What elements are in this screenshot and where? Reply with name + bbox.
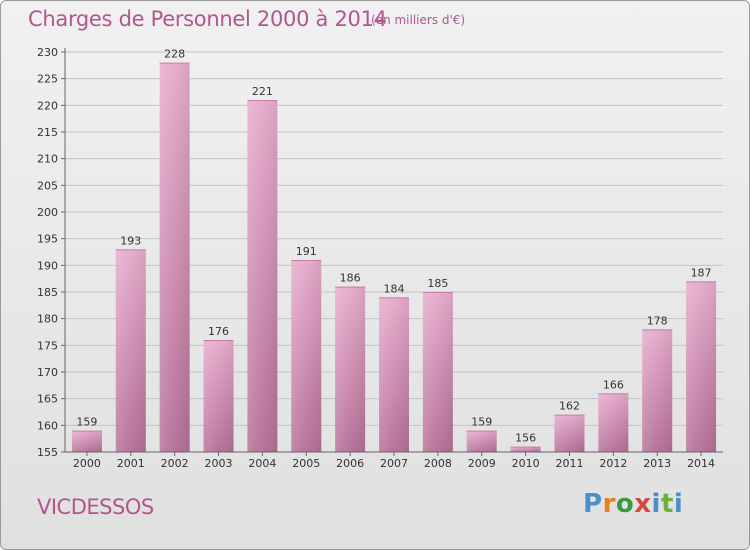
- data-label: 221: [252, 85, 273, 98]
- proxiti-logo[interactable]: Proxiti: [583, 489, 684, 519]
- bar-shine: [335, 286, 366, 452]
- x-tick-label: 2002: [161, 457, 189, 470]
- y-tick-label: 185: [37, 286, 58, 299]
- x-tick-label: 2006: [336, 457, 364, 470]
- axes: 155 160 165 170 175 180 185 190 195 200 205 210 215 2…: [37, 46, 723, 470]
- x-tick-label: 2004: [248, 457, 276, 470]
- x-tick-label: 2011: [555, 457, 583, 470]
- data-label: 178: [647, 314, 668, 327]
- data-label: 156: [515, 432, 536, 445]
- chart-title: Charges de Personnel 2000 à 2014: [28, 7, 387, 31]
- data-label: 176: [208, 325, 229, 338]
- x-tick-label: 2005: [292, 457, 320, 470]
- bars: 159 193 228 176 221 191 186 184 185 159 156 162 166 1…: [71, 48, 717, 453]
- bar-shine: [642, 329, 673, 452]
- bar-shine: [203, 340, 234, 452]
- data-label: 166: [603, 378, 624, 391]
- x-tick-label: 2010: [512, 457, 540, 470]
- y-tick-label: 170: [37, 366, 58, 379]
- y-tick-label: 210: [37, 153, 58, 166]
- y-tick-label: 165: [37, 393, 58, 406]
- y-tick-label: 155: [37, 446, 58, 459]
- x-tick-label: 2003: [205, 457, 233, 470]
- data-label: 187: [691, 266, 712, 279]
- bar-shine: [554, 414, 585, 452]
- data-label: 184: [384, 282, 405, 295]
- x-tick-label: 2009: [468, 457, 496, 470]
- data-label: 193: [120, 234, 141, 247]
- data-label: 228: [164, 48, 185, 61]
- bar-shine: [379, 297, 409, 452]
- bar-shine: [159, 62, 190, 453]
- x-tick-label: 2000: [73, 457, 101, 470]
- x-tick-label: 2001: [117, 457, 145, 470]
- y-tick-label: 200: [37, 206, 58, 219]
- x-tick-label: 2014: [687, 457, 715, 470]
- x-tick-label: 2008: [424, 457, 452, 470]
- y-tick-label: 180: [37, 313, 58, 326]
- bar-shine: [247, 100, 278, 452]
- x-tick-label: 2013: [643, 457, 671, 470]
- chart-subtitle: (en milliers d'€): [371, 13, 466, 27]
- y-tick-label: 225: [37, 73, 58, 86]
- bar-shine: [422, 292, 453, 452]
- y-tick-label: 175: [37, 339, 58, 352]
- y-tick-label: 195: [37, 233, 58, 246]
- data-label: 186: [340, 272, 361, 285]
- y-tick-label: 220: [37, 99, 58, 112]
- data-label: 191: [296, 245, 317, 258]
- bar-shine: [510, 446, 541, 452]
- data-label: 162: [559, 400, 580, 413]
- bar-shine: [291, 260, 322, 452]
- commune-name: VICDESSOS: [37, 495, 154, 519]
- bar-shine: [71, 430, 102, 452]
- bar-shine: [686, 281, 717, 452]
- x-tick-label: 2007: [380, 457, 408, 470]
- y-tick-label: 160: [37, 419, 58, 432]
- x-tick-label: 2012: [599, 457, 627, 470]
- y-tick-label: 230: [37, 46, 58, 59]
- data-label: 185: [427, 277, 448, 290]
- y-tick-label: 215: [37, 126, 58, 139]
- bar-shine: [466, 430, 497, 452]
- data-label: 159: [471, 416, 492, 429]
- data-label: 159: [76, 416, 97, 429]
- bar-shine: [598, 393, 629, 452]
- y-tick-label: 190: [37, 259, 58, 272]
- y-tick-label: 205: [37, 179, 58, 192]
- bar-shine: [115, 249, 146, 452]
